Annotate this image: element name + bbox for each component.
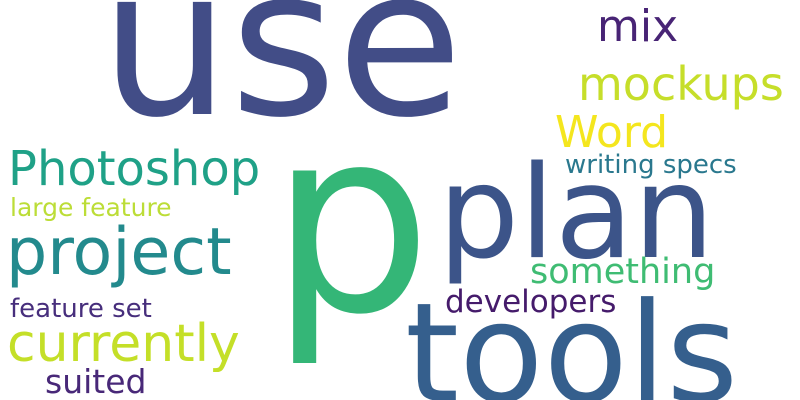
word-photoshop: Photoshop	[8, 141, 261, 197]
word-mockups: mockups	[578, 57, 784, 111]
word-use: use	[100, 0, 463, 163]
word-suited: suited	[45, 362, 147, 400]
word-mix: mix	[597, 1, 679, 52]
word-large-feature: large feature	[10, 193, 172, 222]
word-plan: plan	[438, 139, 715, 288]
word-word: Word	[555, 107, 669, 158]
word-feature-set: feature set	[10, 294, 152, 324]
word-writing-specs: writing specs	[565, 150, 737, 180]
word-something: something	[530, 252, 716, 292]
word-p: p	[270, 74, 432, 371]
word-currently: currently	[7, 314, 240, 374]
word-tools: tools	[405, 273, 739, 400]
word-developers: developers	[445, 284, 617, 320]
word-project: project	[6, 215, 232, 290]
